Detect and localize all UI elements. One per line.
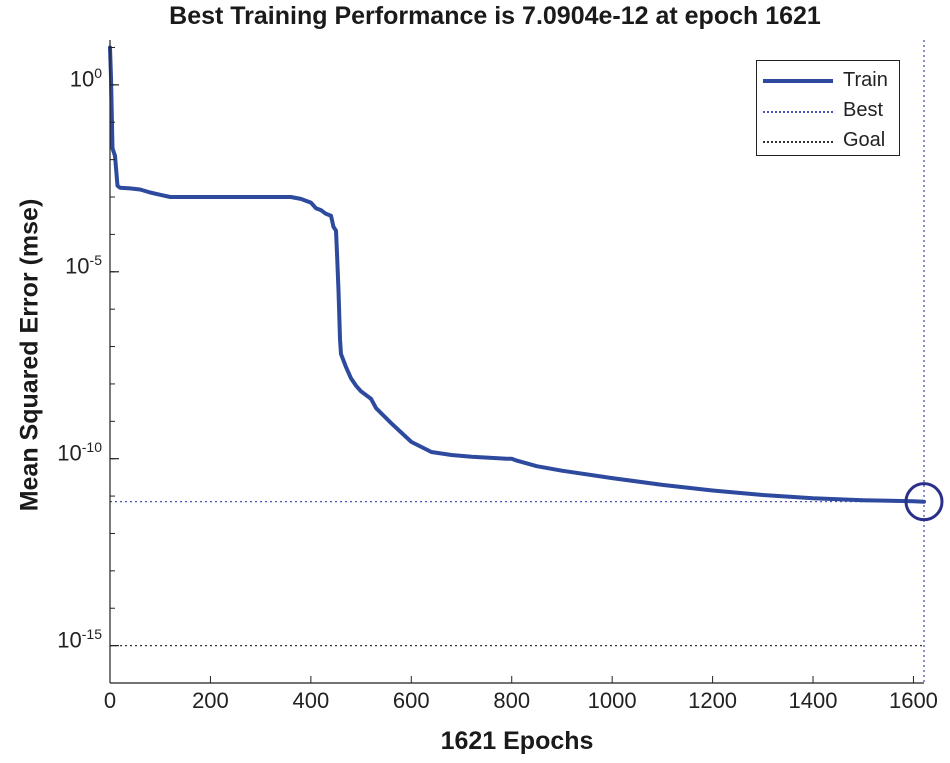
legend-label-train: Train bbox=[843, 69, 888, 91]
legend-entry-goal: Goal bbox=[763, 127, 897, 155]
x-tick-label-800: 800 bbox=[493, 688, 531, 713]
x-tick-label-1000: 1000 bbox=[587, 688, 637, 713]
y-tick-label-1: 10-5 bbox=[65, 251, 102, 279]
x-axis-label: 1621 Epochs bbox=[440, 727, 594, 755]
x-tick-label-1600: 1600 bbox=[888, 688, 938, 713]
x-tick-label-1200: 1200 bbox=[688, 688, 738, 713]
x-tick-label-200: 200 bbox=[192, 688, 229, 713]
x-tick-label-0: 0 bbox=[103, 688, 117, 713]
series-line-train bbox=[108, 45, 926, 504]
chart-title: Best Training Performance is 7.0904e-12 … bbox=[169, 2, 821, 30]
legend: Train Best Goal bbox=[756, 60, 900, 156]
legend-swatch-best bbox=[763, 111, 833, 113]
x-tick-label-1400: 1400 bbox=[788, 688, 838, 713]
legend-entry-train: Train bbox=[763, 67, 897, 95]
legend-label-goal: Goal bbox=[843, 129, 886, 151]
legend-swatch-goal bbox=[763, 141, 833, 143]
legend-label-best: Best bbox=[843, 99, 884, 121]
y-tick-label-3: 10-15 bbox=[57, 625, 102, 652]
x-tick-label-400: 400 bbox=[292, 688, 330, 713]
best-marker bbox=[904, 482, 944, 522]
y-tick-label-0: 100 bbox=[69, 64, 102, 92]
legend-swatch-train bbox=[763, 79, 833, 83]
y-tick-label-2: 10-10 bbox=[57, 438, 102, 466]
legend-entry-best: Best bbox=[763, 97, 897, 125]
x-tick-label-600: 600 bbox=[392, 688, 430, 713]
